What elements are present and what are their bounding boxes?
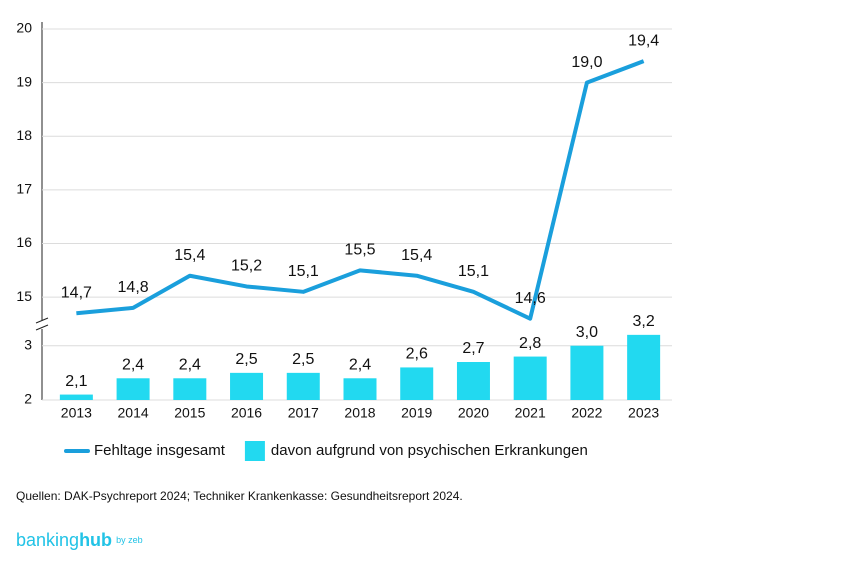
bar xyxy=(116,378,150,400)
data-label: 14,8 xyxy=(118,279,149,296)
x-tick-label: 2022 xyxy=(571,405,602,421)
bar xyxy=(343,378,377,400)
bar xyxy=(173,378,207,400)
x-tick-label: 2016 xyxy=(231,405,262,421)
data-label: 14,7 xyxy=(61,284,92,301)
axis-break xyxy=(35,317,49,324)
data-label: 15,1 xyxy=(458,263,489,280)
data-label: 3,2 xyxy=(633,313,655,330)
logo-bold: hub xyxy=(79,530,112,550)
data-label: 19,0 xyxy=(571,54,602,71)
legend-swatch xyxy=(244,441,265,461)
data-label: 15,4 xyxy=(401,247,432,264)
y-tick-label: 2 xyxy=(24,391,32,407)
bar xyxy=(513,356,547,400)
y-tick-label: 3 xyxy=(24,336,32,352)
data-label: 2,7 xyxy=(462,340,484,357)
logo: bankinghub by zeb xyxy=(16,530,143,550)
data-label: 15,5 xyxy=(344,242,375,259)
data-label: 2,6 xyxy=(406,346,428,363)
bar xyxy=(570,345,604,400)
x-tick-label: 2014 xyxy=(118,405,149,421)
bar xyxy=(456,362,490,400)
bar xyxy=(59,394,93,400)
bar xyxy=(286,372,320,400)
data-label: 2,8 xyxy=(519,335,541,352)
y-tick-label: 17 xyxy=(16,181,32,197)
y-tick-label: 20 xyxy=(16,20,32,36)
data-label: 15,2 xyxy=(231,258,262,275)
x-tick-label: 2019 xyxy=(401,405,432,421)
x-tick-label: 2023 xyxy=(628,405,659,421)
y-tick-label: 15 xyxy=(16,288,32,304)
bar xyxy=(400,367,434,400)
data-label: 2,5 xyxy=(235,351,257,368)
x-tick-label: 2018 xyxy=(344,405,375,421)
axis-break xyxy=(35,324,49,331)
data-label: 3,0 xyxy=(576,324,598,341)
logo-suffix: by zeb xyxy=(116,535,143,545)
data-label: 15,1 xyxy=(288,263,319,280)
x-tick-label: 2015 xyxy=(174,405,205,421)
data-label: 19,4 xyxy=(628,32,659,49)
source: Quellen: DAK-Psychreport 2024; Techniker… xyxy=(16,489,463,503)
legend-label: davon aufgrund von psychischen Erkrankun… xyxy=(271,442,588,459)
x-tick-label: 2021 xyxy=(515,405,546,421)
x-tick-label: 2013 xyxy=(61,405,92,421)
data-label: 2,4 xyxy=(349,357,371,374)
bar xyxy=(230,372,264,400)
x-tick-label: 2020 xyxy=(458,405,489,421)
data-label: 2,4 xyxy=(179,357,201,374)
data-label: 2,5 xyxy=(292,351,314,368)
legend-label: Fehltage insgesamt xyxy=(94,442,226,459)
data-label: 14,6 xyxy=(515,290,546,307)
logo-main: banking xyxy=(16,530,79,550)
y-tick-label: 16 xyxy=(16,234,32,250)
data-label: 15,4 xyxy=(174,247,205,264)
bar xyxy=(627,334,661,400)
y-tick-label: 18 xyxy=(16,127,32,143)
y-tick-label: 19 xyxy=(16,73,32,89)
line xyxy=(76,59,645,321)
data-label: 2,4 xyxy=(122,357,144,374)
x-tick-label: 2017 xyxy=(288,405,319,421)
data-label: 2,1 xyxy=(65,373,87,390)
